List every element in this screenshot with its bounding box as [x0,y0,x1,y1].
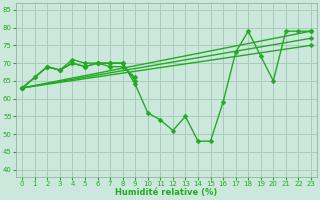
X-axis label: Humidité relative (%): Humidité relative (%) [116,188,218,197]
